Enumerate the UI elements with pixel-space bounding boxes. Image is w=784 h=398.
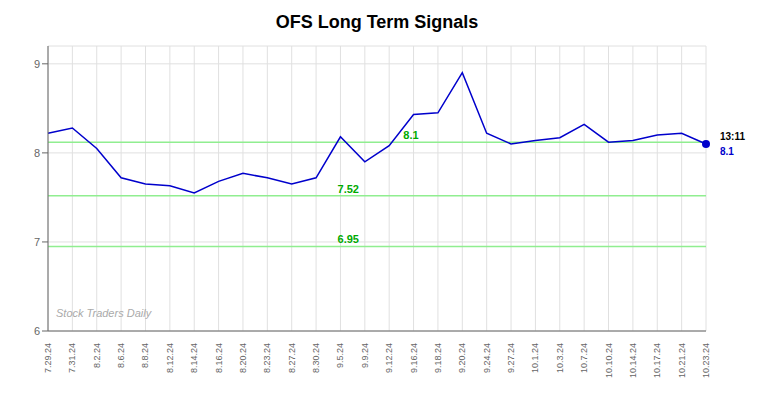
svg-text:7.52: 7.52 (338, 183, 359, 195)
html-text:OFS Long Term Signals: OFS Long Term Signals (275, 12, 479, 32)
svg-text:8.14.24: 8.14.24 (189, 343, 199, 373)
svg-text:10.14.24: 10.14.24 (628, 343, 638, 378)
svg-text:8.8.24: 8.8.24 (140, 343, 150, 368)
svg-text:8.20.24: 8.20.24 (238, 343, 248, 373)
svg-text:6: 6 (34, 325, 40, 337)
svg-text:9.5.24: 9.5.24 (335, 343, 345, 368)
svg-text:10.23.24: 10.23.24 (701, 343, 711, 378)
svg-text:7: 7 (34, 236, 40, 248)
svg-text:7.31.24: 7.31.24 (67, 343, 77, 373)
svg-text:10.10.24: 10.10.24 (604, 343, 614, 378)
svg-text:8: 8 (34, 147, 40, 159)
svg-text:8.1: 8.1 (720, 146, 734, 157)
svg-text:10.7.24: 10.7.24 (579, 343, 589, 373)
svg-text:9.12.24: 9.12.24 (384, 343, 394, 373)
svg-text:8.1: 8.1 (403, 129, 418, 141)
svg-text:7.29.24: 7.29.24 (43, 343, 53, 373)
svg-text:6.95: 6.95 (338, 233, 359, 245)
svg-text:9.20.24: 9.20.24 (457, 343, 467, 373)
svg-text:9: 9 (34, 58, 40, 70)
svg-text:8.12.24: 8.12.24 (165, 343, 175, 373)
svg-text:8.30.24: 8.30.24 (311, 343, 321, 373)
svg-text:9.16.24: 9.16.24 (409, 343, 419, 373)
svg-text:9.27.24: 9.27.24 (506, 343, 516, 373)
svg-text:9.24.24: 9.24.24 (482, 343, 492, 373)
svg-text:10.3.24: 10.3.24 (555, 343, 565, 373)
svg-text:10.21.24: 10.21.24 (677, 343, 687, 378)
svg-text:10.17.24: 10.17.24 (652, 343, 662, 378)
svg-text:8.2.24: 8.2.24 (92, 343, 102, 368)
svg-text:8.23.24: 8.23.24 (262, 343, 272, 373)
html-text:Stock Traders Daily: Stock Traders Daily (56, 307, 152, 319)
svg-text:9.18.24: 9.18.24 (433, 343, 443, 373)
svg-text:10.1.24: 10.1.24 (530, 343, 540, 373)
svg-text:13:11: 13:11 (720, 131, 745, 142)
svg-text:8.6.24: 8.6.24 (116, 343, 126, 368)
svg-text:8.27.24: 8.27.24 (287, 343, 297, 373)
svg-text:8.16.24: 8.16.24 (214, 343, 224, 373)
svg-text:9.9.24: 9.9.24 (360, 343, 370, 368)
